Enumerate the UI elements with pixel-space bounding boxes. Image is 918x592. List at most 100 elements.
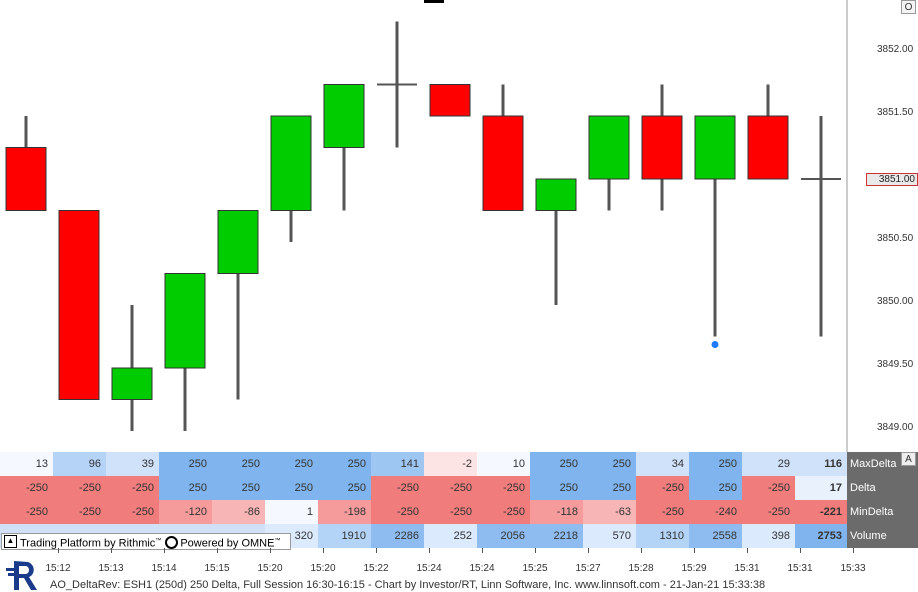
table-cell: -250 (424, 476, 477, 500)
table-cell: 1910 (318, 524, 371, 548)
time-tick (694, 548, 695, 553)
table-cell: 96 (53, 452, 106, 476)
price-label-3852: 3852.00 (877, 44, 914, 55)
table-cell: 250 (318, 452, 371, 476)
table-row: -250 -250 -250 -120 -86 1 -198 -250 -250 -250 -118… (0, 500, 918, 524)
table-cell: 252 (424, 524, 477, 548)
top-scroll-marker (424, 0, 444, 3)
candle-body (270, 115, 312, 211)
time-label: 15:20 (257, 563, 283, 574)
table-cell: -250 (371, 476, 424, 500)
table-cell: 250 (212, 476, 265, 500)
table-cell: -250 (477, 500, 530, 524)
table-cell: 570 (583, 524, 636, 548)
time-label: 15:20 (310, 563, 336, 574)
candle-body (429, 84, 471, 117)
rithmic-bar[interactable]: ▲ Trading Platform by Rithmic™ Powered by … (1, 533, 291, 550)
table-cell: 250 (159, 476, 212, 500)
time-tick (535, 548, 536, 553)
table-cell: 250 (265, 476, 318, 500)
current-price-marker: 3851.00 (866, 173, 918, 186)
table-last-cell: -221 (795, 500, 847, 524)
table-cell: 2218 (530, 524, 583, 548)
table-row: 13 96 39 250 250 250 250 141 -2 10 250 250 34 250 29 11… (0, 452, 918, 476)
price-label-3850-50: 3850.50 (877, 233, 914, 244)
time-tick (376, 548, 377, 553)
row-label: MinDelta (847, 500, 918, 524)
time-tick (58, 548, 59, 553)
candle-body (5, 147, 47, 211)
price-label-3849: 3849.00 (877, 422, 914, 433)
table-cell: 13 (0, 452, 53, 476)
row-label: Volume (847, 524, 918, 548)
table-cell: 1310 (636, 524, 689, 548)
candlestick-chart[interactable] (0, 0, 918, 452)
time-tick (800, 548, 801, 553)
table-cell: -2 (424, 452, 477, 476)
table-cell: -250 (0, 476, 53, 500)
table-cell: 250 (689, 476, 742, 500)
table-cell: -250 (371, 500, 424, 524)
table-cell: 250 (265, 452, 318, 476)
time-label: 15:13 (98, 563, 124, 574)
table-cell: -250 (106, 476, 159, 500)
table-cell: 2286 (371, 524, 424, 548)
row-label: Delta (847, 476, 918, 500)
time-label: 15:27 (575, 563, 601, 574)
candle-body (164, 273, 206, 369)
table-cell: 2558 (689, 524, 742, 548)
table-last-cell: 17 (795, 476, 847, 500)
delta-table: 13 96 39 250 250 250 250 141 -2 10 250 250 34 250 29 11… (0, 452, 918, 548)
table-cell: 1 (265, 500, 318, 524)
time-label: 15:25 (522, 563, 548, 574)
time-label: 15:33 (840, 563, 866, 574)
time-label: 15:24 (469, 563, 495, 574)
table-cell: 39 (106, 452, 159, 476)
table-cell: -240 (689, 500, 742, 524)
candle-body (588, 115, 630, 180)
candle-body (323, 84, 365, 148)
table-cell: -250 (424, 500, 477, 524)
price-label-3851-50: 3851.50 (877, 107, 914, 118)
candle-body (217, 210, 259, 274)
table-cell: 250 (583, 476, 636, 500)
table-cell: 398 (742, 524, 795, 548)
candles-layer (5, 21, 841, 431)
table-cell: -198 (318, 500, 371, 524)
table-cell: -250 (0, 500, 53, 524)
signal-dot (711, 341, 719, 348)
time-tick (111, 548, 112, 553)
time-label: 15:24 (416, 563, 442, 574)
table-cell: 250 (689, 452, 742, 476)
table-cell: 29 (742, 452, 795, 476)
collapse-arrow-icon[interactable]: ▲ (4, 535, 17, 548)
time-tick (323, 548, 324, 553)
table-cell: -118 (530, 500, 583, 524)
time-tick (482, 548, 483, 553)
time-tick (217, 548, 218, 553)
table-cell: -250 (742, 476, 795, 500)
table-cell: 141 (371, 452, 424, 476)
table-cell: -250 (636, 476, 689, 500)
omne-text: Powered by OMNE (180, 537, 275, 550)
table-cell: 34 (636, 452, 689, 476)
table-cell: -250 (53, 476, 106, 500)
time-tick (270, 548, 271, 553)
candle-body (482, 115, 524, 211)
time-axis: 15:12 15:13 15:14 15:15 15:20 15:20 15:22 15:24… (0, 548, 918, 576)
candle-body (58, 210, 100, 400)
rithmic-text: Trading Platform by Rithmic (20, 537, 156, 550)
time-label: 15:14 (151, 563, 177, 574)
table-auto-button[interactable]: A (901, 452, 916, 466)
chart-options-button[interactable]: O (901, 0, 916, 14)
time-label: 15:15 (204, 563, 230, 574)
table-cell: -250 (742, 500, 795, 524)
time-tick (641, 548, 642, 553)
investor-rt-logo-icon (6, 561, 37, 590)
table-cell: -250 (636, 500, 689, 524)
time-label: 15:29 (681, 563, 707, 574)
table-cell: -86 (212, 500, 265, 524)
candle-body (111, 367, 153, 400)
price-label-3849-50: 3849.50 (877, 359, 914, 370)
omne-logo-icon (165, 535, 179, 549)
